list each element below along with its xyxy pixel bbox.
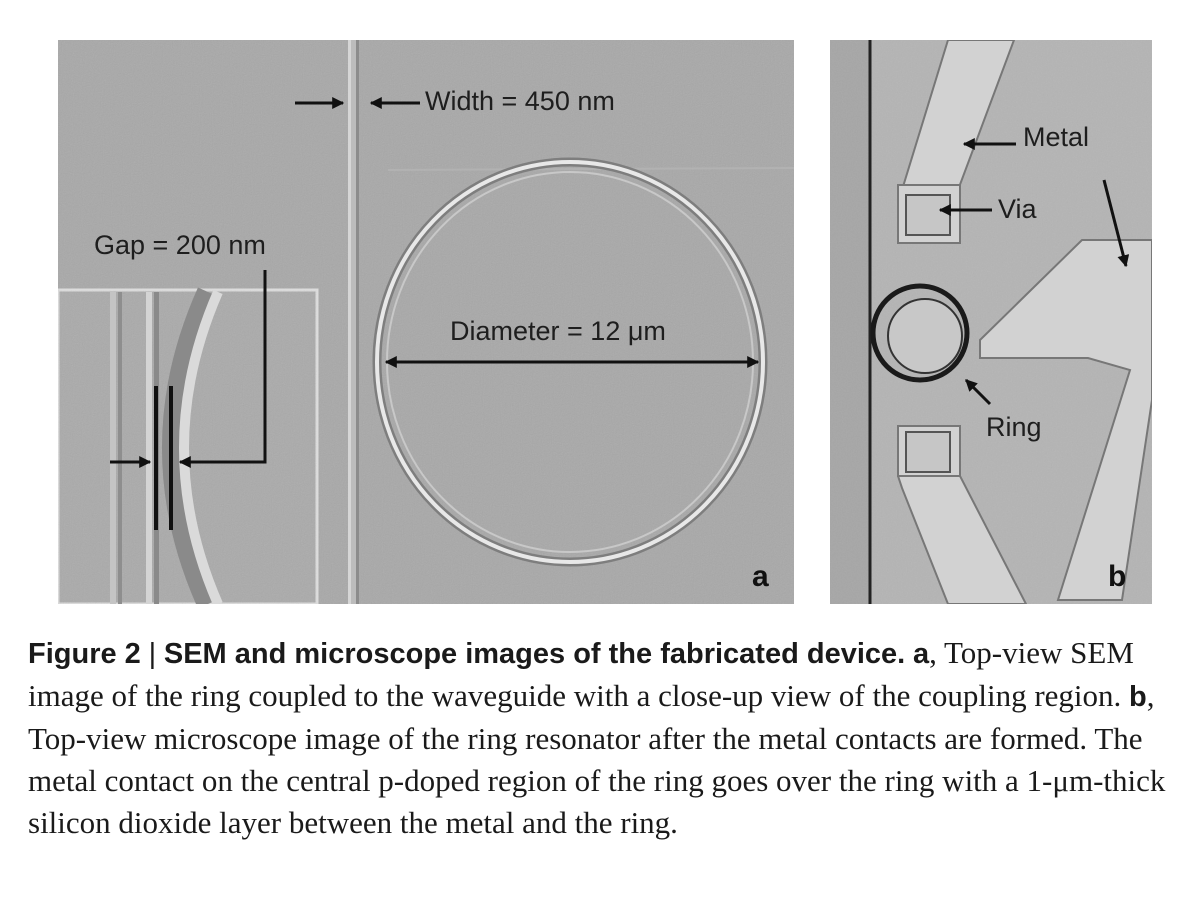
sem-image-panel: Width = 450 nm Gap = 200 nm Diameter = 1… [58, 40, 794, 604]
caption-b-text: , Top-view microscope image of the ring … [28, 678, 1166, 840]
via-top [905, 194, 951, 236]
ring-arrow [964, 378, 992, 406]
sem-image [58, 40, 794, 604]
metal-label: Metal [1023, 122, 1090, 152]
microscope-image-panel: Metal Via Ring b [830, 40, 1152, 604]
width-label: Width = 450 nm [425, 86, 615, 116]
caption-b-label: b [1129, 681, 1147, 713]
via-bottom [905, 431, 951, 473]
ring-label: Ring [986, 412, 1042, 442]
gap-label: Gap = 200 nm [94, 230, 266, 260]
via-label: Via [998, 194, 1037, 224]
metal-arrow-diagonal [1102, 179, 1130, 268]
panel-a-letter: a [752, 560, 769, 593]
caption-a-label: a [912, 638, 930, 670]
diameter-label: Diameter = 12 μm [450, 316, 666, 346]
caption-a-text: , Top-view SEM image of the ring coupled… [28, 635, 1134, 713]
panel-b-letter: b [1108, 560, 1127, 593]
gap-arrow-right [178, 270, 267, 468]
microscope-image [830, 40, 1152, 604]
figure-label: Figure 2 [28, 638, 141, 670]
caption-separator: | [148, 638, 157, 670]
ring-resonator [870, 283, 970, 383]
coupling-region-inset [58, 270, 319, 604]
figure-title: SEM and microscope images of the fabrica… [163, 638, 906, 670]
figure-caption: Figure 2 | SEM and microscope images of … [28, 632, 1188, 844]
